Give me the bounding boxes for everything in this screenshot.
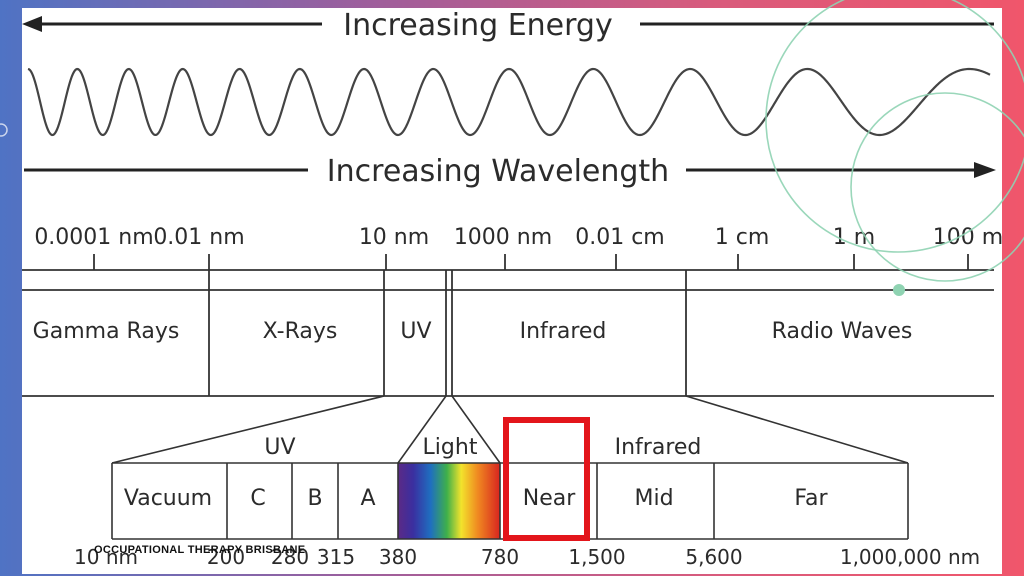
near-infrared-highlight — [503, 417, 590, 541]
edge-dot — [0, 123, 8, 137]
sub-band-a: A — [360, 486, 375, 511]
band-x-rays: X-Rays — [263, 319, 338, 344]
scale-tick-label: 1 m — [833, 225, 875, 250]
sub-band-grid — [111, 462, 909, 540]
caption-brand: OCCUPATIONAL THERAPY BRISBANE — [94, 544, 306, 556]
bottom-tick-label: 200 — [207, 545, 245, 569]
bottom-tick-label: 315 — [317, 545, 355, 569]
scale-tick-label: 1000 nm — [454, 225, 552, 250]
group-label-light: Light — [423, 435, 478, 460]
band-grid — [22, 270, 994, 397]
scale-tick-label: 1 cm — [715, 225, 770, 250]
em-spectrum-diagram: Increasing Energy Increasing Wavelength … — [22, 8, 1002, 569]
bottom-tick-label: 10 nm — [74, 545, 138, 569]
bottom-tick-label: 380 — [379, 545, 417, 569]
bottom-tick-label: 1,000,000 nm — [840, 545, 980, 569]
scale-labels: 0.0001 nm 0.01 nm 10 nm 1000 nm 0.01 cm … — [34, 225, 1002, 250]
bottom-tick-label: 1,500 — [568, 545, 625, 569]
scale-ruler — [22, 254, 994, 271]
bottom-tick-label: 780 — [481, 545, 519, 569]
bottom-tick-label: 5,600 — [685, 545, 742, 569]
sub-band-mid: Mid — [634, 486, 673, 511]
scale-tick-label: 0.01 nm — [153, 225, 244, 250]
sub-band-far: Far — [794, 486, 828, 511]
scale-tick-label: 100 m — [933, 225, 1002, 250]
scale-tick-label: 0.01 cm — [575, 225, 665, 250]
energy-title: Increasing Energy — [343, 8, 612, 43]
group-label-uv: UV — [264, 435, 295, 460]
expansion-lines — [111, 395, 909, 464]
sub-band-b: B — [307, 486, 322, 511]
band-radio-waves: Radio Waves — [772, 319, 913, 344]
sub-band-near: Near — [523, 486, 576, 511]
group-label-infrared: Infrared — [615, 435, 702, 460]
visible-light-spectrum — [398, 463, 500, 539]
band-gamma-rays: Gamma Rays — [33, 319, 180, 344]
band-infrared: Infrared — [520, 319, 607, 344]
scale-tick-label: 0.0001 nm — [34, 225, 153, 250]
sub-band-vacuum: Vacuum — [124, 486, 212, 511]
spectrum-panel: Increasing Energy Increasing Wavelength … — [22, 8, 1002, 574]
bottom-tick-label: 280 — [271, 545, 309, 569]
bottom-scale: 10 nm 200 280 315 380 780 1,500 5,600 1,… — [74, 545, 980, 569]
wave-line — [27, 67, 991, 137]
wavelength-title: Increasing Wavelength — [327, 154, 669, 189]
band-uv: UV — [400, 319, 431, 344]
scale-tick-label: 10 nm — [359, 225, 429, 250]
sub-band-c: C — [250, 486, 265, 511]
